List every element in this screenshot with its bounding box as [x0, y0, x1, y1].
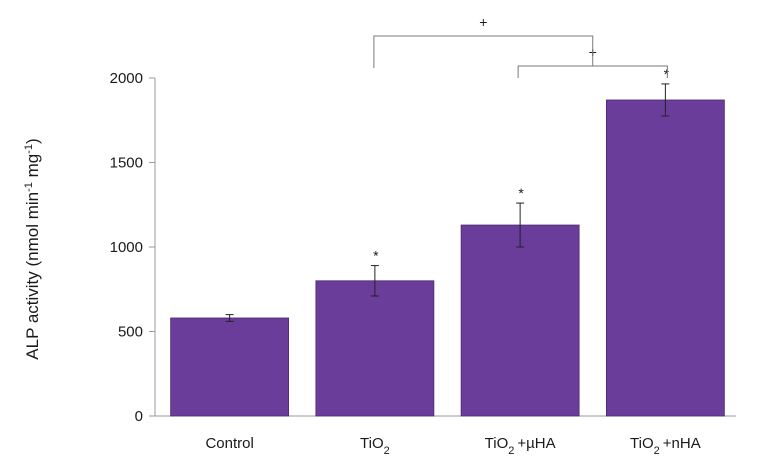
bracket-lower	[517, 65, 668, 78]
y-tick-label: 0	[135, 408, 143, 425]
y-axis-label: ALP activity (nmol min-1 mg-1)	[23, 138, 42, 359]
significance-star: *	[373, 248, 379, 264]
significance-markers: * * *	[373, 66, 670, 264]
y-tick-label: 1000	[110, 239, 143, 256]
bracket-upper	[373, 35, 594, 68]
bar	[460, 224, 580, 417]
bar	[315, 280, 435, 417]
category-label: TiO2 +µHA	[485, 435, 556, 456]
category-label: Control	[205, 435, 253, 452]
bar	[605, 99, 725, 417]
category-labels: Control TiO2 TiO2 +µHA TiO2 +nHA	[205, 435, 700, 456]
category-label: TiO2 +nHA	[630, 435, 701, 456]
y-tick-labels: 0 500 1000 1500 2000	[110, 70, 143, 425]
y-tick-label: 2000	[110, 70, 143, 87]
y-tick-label: 1500	[110, 155, 143, 172]
y-tick-label: 500	[118, 324, 143, 341]
significance-star: *	[518, 185, 524, 201]
error-bars	[225, 83, 670, 322]
category-label: TiO2	[360, 435, 390, 456]
bars	[170, 99, 725, 417]
bracket-upper-label: +	[479, 14, 487, 30]
bar	[170, 317, 290, 417]
significance-star: *	[664, 66, 670, 82]
significance-brackets: ++	[373, 14, 668, 78]
